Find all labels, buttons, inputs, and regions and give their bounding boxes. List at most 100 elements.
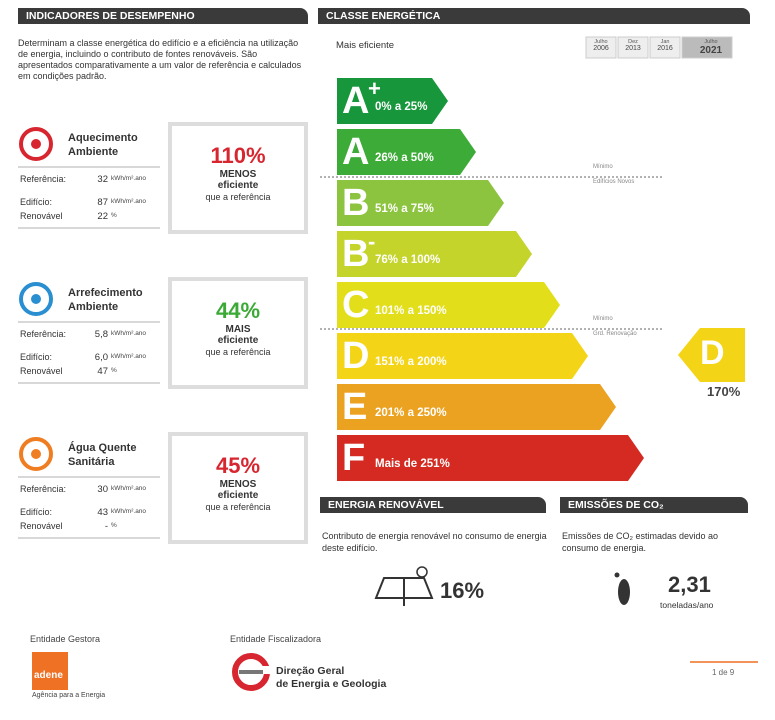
class-range: Mais de 251%: [375, 458, 450, 470]
timeline-year: 2021: [699, 45, 723, 56]
comparison: MAIS: [225, 324, 251, 335]
class-bar: [337, 78, 448, 124]
threshold-label: Grd. Renovação: [593, 331, 637, 337]
row-value: 6,0: [94, 352, 108, 363]
renewable-text: Contributo de energia renovável no consu…: [322, 531, 547, 553]
percent: 44%: [215, 298, 261, 323]
percent: 45%: [215, 453, 261, 478]
sun-icon: [416, 566, 428, 578]
class-bar: [337, 435, 644, 481]
toe-icon: [614, 572, 620, 578]
footer-label: Entidade Gestora: [30, 634, 101, 644]
timeline-year: 2016: [657, 45, 673, 52]
timeline-year: 2013: [625, 45, 641, 52]
timeline-tab: [649, 36, 681, 59]
class-letter: B: [342, 182, 370, 224]
row-value: -: [104, 521, 108, 532]
adene-logo-text: adene: [34, 670, 63, 681]
class-letter: C: [342, 284, 370, 326]
row-label: Referência:: [20, 329, 67, 339]
class-sup: -: [368, 229, 376, 254]
emissions-value: 2,31: [668, 572, 711, 597]
threshold-label: Edifícios Novos: [593, 179, 635, 185]
reference-text: que a referência: [205, 347, 271, 357]
timeline-month: Julho: [704, 39, 718, 45]
dgeg-name: Direção Geral: [276, 665, 345, 677]
row-unit: %: [111, 212, 117, 219]
class-bar: [337, 180, 504, 226]
class-bar: [337, 333, 588, 379]
icon-center: [31, 139, 41, 149]
row-value: 30: [97, 484, 108, 495]
class-bar: [337, 129, 476, 175]
timeline-month: Dez: [628, 39, 638, 45]
row-value: 32: [97, 174, 108, 185]
dgeg-name: de Energia e Geologia: [276, 678, 387, 690]
class-bar: [337, 384, 616, 430]
row-label: Renovável: [20, 366, 63, 376]
row-unit: kWh/m².ano: [111, 198, 147, 205]
section-header: CLASSE ENERGÉTICA: [318, 8, 750, 24]
adene-logo: [32, 652, 68, 690]
adene-tagline: Agência para a Energia: [32, 692, 106, 699]
item-name: Aquecimento Ambiente: [68, 132, 138, 158]
icon: [19, 127, 53, 161]
icon: [19, 282, 53, 316]
class-range: 101% a 150%: [375, 305, 447, 317]
rating-arrow: [678, 328, 745, 382]
icon: [19, 437, 53, 471]
row-value: 47: [97, 366, 108, 377]
intro-text: Determinam a classe energética do edifíc…: [18, 38, 302, 81]
row-unit: kWh/m².ano: [111, 485, 147, 492]
timeline-month: Julho: [594, 39, 608, 45]
renewable-value: 16%: [440, 578, 485, 603]
class-bar: [337, 282, 560, 328]
section-header: ENERGIA RENOVÁVEL: [320, 497, 546, 513]
efficiency-word: eficiente: [217, 180, 259, 191]
row-label: Referência:: [20, 484, 67, 494]
solar-icon: [374, 577, 434, 599]
efficiency-word: eficiente: [217, 490, 259, 501]
class-letter: B: [342, 233, 370, 275]
rating-letter: D: [700, 334, 725, 372]
row-unit: kWh/m².ano: [111, 330, 147, 337]
row-unit: kWh/m².ano: [111, 175, 147, 182]
emissions-unit: toneladas/ano: [660, 600, 714, 610]
class-letter: A: [342, 80, 370, 122]
section-header: INDICADORES DE DESEMPENHO: [18, 8, 308, 24]
class-range: 151% a 200%: [375, 356, 447, 368]
item-name: Arrefecimento Ambiente: [68, 287, 143, 313]
row-value: 43: [97, 507, 108, 518]
row-label: Edifício:: [20, 352, 53, 362]
threshold-label: Mínimo: [593, 316, 613, 322]
row-label: Edifício:: [20, 197, 53, 207]
row-unit: %: [111, 522, 117, 529]
row-value: 5,8: [94, 329, 108, 340]
icon-center: [31, 294, 41, 304]
row-label: Referência:: [20, 174, 67, 184]
timeline-tab: [617, 36, 649, 59]
reference-text: que a referência: [205, 502, 271, 512]
row-label: Renovável: [20, 211, 63, 221]
class-range: 51% a 75%: [375, 203, 434, 215]
footer-label: Entidade Fiscalizadora: [230, 634, 322, 644]
reference-text: que a referência: [205, 192, 271, 202]
row-unit: kWh/m².ano: [111, 353, 147, 360]
row-value: 22: [97, 211, 108, 222]
class-letter: A: [342, 131, 370, 173]
row-unit: kWh/m².ano: [111, 508, 147, 515]
comparison-box: 110% MENOS eficiente que a referência: [168, 122, 308, 234]
row-value: 87: [97, 197, 108, 208]
class-range: 201% a 250%: [375, 407, 447, 419]
class-range: 0% a 25%: [375, 101, 428, 113]
page-number: 1 de 9: [712, 668, 735, 677]
comparison: MENOS: [219, 479, 257, 490]
class-bar: [337, 231, 532, 277]
timeline-tab: [681, 36, 733, 59]
comparison: MENOS: [219, 169, 257, 180]
row-label: Renovável: [20, 521, 63, 531]
row-label: Edifício:: [20, 507, 53, 517]
efficiency-word: eficiente: [217, 335, 259, 346]
